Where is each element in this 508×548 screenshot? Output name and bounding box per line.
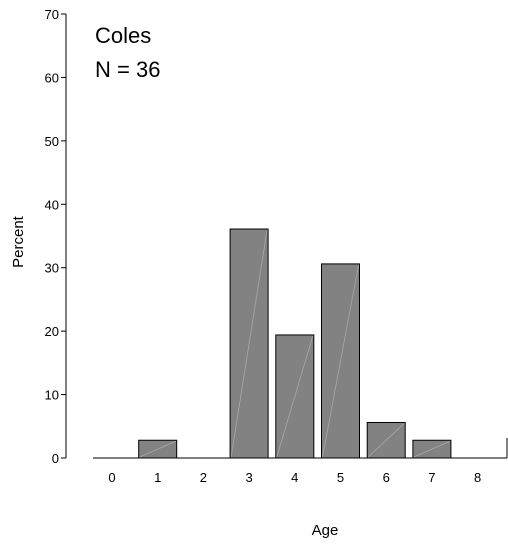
x-tick-label: 7 xyxy=(428,470,435,485)
y-tick-label: 10 xyxy=(45,388,59,403)
y-tick-label: 30 xyxy=(45,261,59,276)
y-tick-label: 60 xyxy=(45,70,59,85)
y-axis: 0 10 20 30 40 50 60 70 xyxy=(45,7,67,466)
x-tick-label: 5 xyxy=(337,470,344,485)
x-tick-label: 0 xyxy=(108,470,115,485)
y-tick-label: 70 xyxy=(45,7,59,22)
y-axis-title: Percent xyxy=(10,215,27,268)
bar-sheen xyxy=(322,264,359,458)
bars xyxy=(138,228,452,459)
bar-sheen xyxy=(276,335,314,458)
bar-sheen xyxy=(139,440,176,458)
chart-subtitle: N = 36 xyxy=(95,57,160,82)
x-tick-label: 4 xyxy=(291,470,298,485)
x-tick-label: 1 xyxy=(154,470,161,485)
x-tick-label: 2 xyxy=(200,470,207,485)
y-tick-label: 20 xyxy=(45,324,59,339)
x-axis: 0 1 2 3 4 5 6 7 8 xyxy=(93,438,508,485)
bar-sheen xyxy=(367,423,405,458)
y-tick-label: 50 xyxy=(45,134,59,149)
x-tick-label: 8 xyxy=(474,470,481,485)
bar-sheen xyxy=(413,440,451,458)
x-tick-label: 3 xyxy=(245,470,252,485)
y-tick-label: 40 xyxy=(45,197,59,212)
bar-sheen xyxy=(230,229,268,458)
chart-title: Coles xyxy=(95,23,151,48)
x-axis-title: Age xyxy=(312,522,339,539)
x-tick-label: 6 xyxy=(383,470,390,485)
y-tick-label: 0 xyxy=(52,451,59,466)
